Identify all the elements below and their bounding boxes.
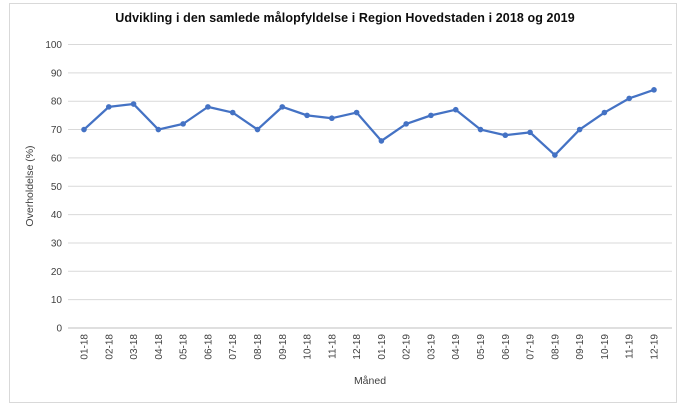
data-point: [254, 126, 261, 133]
x-tick-label: 04-18: [154, 334, 165, 360]
data-point: [477, 126, 484, 133]
x-tick-label: 06-18: [203, 334, 214, 360]
x-tick-label: 03-18: [129, 334, 140, 360]
x-tick-label: 07-19: [526, 334, 537, 360]
x-tick-label: 02-18: [104, 334, 115, 360]
data-point: [601, 109, 608, 116]
data-point: [428, 112, 434, 119]
x-tick-label: 04-19: [451, 334, 462, 360]
y-axis-title: Overholdelse (%): [24, 145, 36, 227]
x-tick-label: 05-19: [476, 334, 487, 360]
x-tick-label: 10-19: [600, 334, 611, 360]
y-tick-label: 100: [45, 40, 62, 51]
y-tick-label: 30: [51, 238, 63, 249]
x-tick-label: 12-18: [352, 334, 363, 360]
x-axis-title: Måned: [353, 375, 387, 387]
data-point: [105, 104, 112, 110]
x-tick-label: 07-18: [228, 334, 239, 360]
data-point: [353, 109, 360, 116]
x-tick-label: 08-18: [253, 334, 264, 360]
data-point: [576, 126, 583, 133]
chart-frame: [9, 3, 677, 403]
y-tick-label: 10: [51, 295, 63, 306]
y-tick-label: 0: [56, 324, 62, 335]
y-tick-label: 70: [51, 125, 63, 136]
data-point: [378, 138, 385, 144]
x-tick-label: 09-19: [575, 334, 586, 360]
y-tick-label: 40: [51, 210, 63, 221]
y-tick-label: 50: [51, 182, 63, 193]
y-tick-label: 60: [51, 153, 63, 164]
x-tick-label: 10-18: [303, 334, 314, 360]
x-tick-label: 11-18: [327, 334, 338, 359]
data-point: [229, 109, 236, 116]
data-point: [180, 121, 186, 127]
x-tick-label: 12-19: [650, 334, 661, 360]
data-point: [130, 101, 137, 107]
x-tick-label: 02-19: [402, 334, 413, 360]
data-point: [205, 104, 211, 110]
x-tick-label: 09-18: [278, 334, 289, 360]
data-point: [329, 115, 335, 122]
x-tick-label: 06-19: [501, 334, 512, 360]
x-tick-label: 01-19: [377, 334, 388, 360]
data-line: [82, 88, 656, 157]
x-tick-label: 08-19: [550, 334, 561, 360]
y-tick-label: 80: [51, 97, 63, 108]
data-point: [403, 121, 409, 127]
data-point: [527, 129, 533, 136]
x-tick-label: 01-18: [80, 334, 91, 360]
x-tick-label: 03-19: [426, 334, 437, 360]
data-point: [452, 106, 459, 113]
data-point: [626, 95, 633, 102]
data-point: [552, 152, 558, 158]
y-tick-label: 20: [51, 267, 63, 278]
data-point: [651, 87, 657, 93]
data-point: [81, 126, 87, 133]
data-point: [155, 126, 162, 133]
chart-title: Udvikling i den samlede målopfyldelse i …: [115, 11, 575, 25]
data-point: [279, 104, 286, 110]
y-tick-label: 90: [51, 68, 63, 79]
x-tick-label: 11-19: [625, 334, 636, 359]
data-point: [502, 132, 509, 139]
data-point: [304, 112, 310, 119]
x-tick-label: 05-18: [179, 334, 190, 360]
